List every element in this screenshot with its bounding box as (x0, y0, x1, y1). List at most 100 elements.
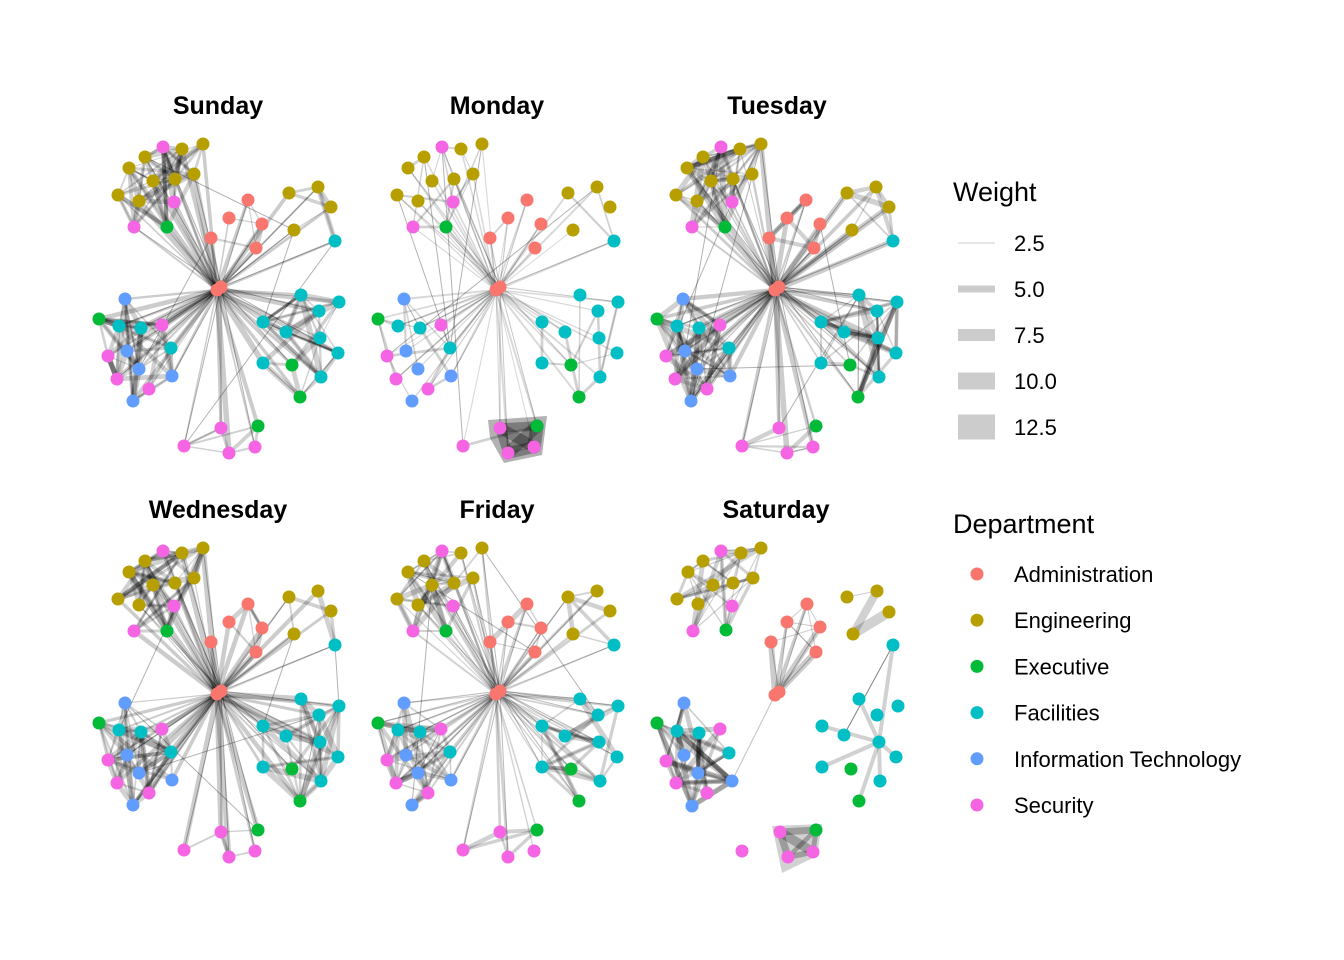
network-edge (495, 229, 574, 291)
network-edge (418, 730, 453, 782)
network-edge (690, 727, 722, 808)
network-edge (116, 727, 174, 755)
network-edge (855, 299, 900, 400)
network-edge (405, 569, 449, 634)
node-facilities (722, 341, 736, 355)
node-engineering (882, 605, 896, 619)
node-administration (241, 193, 255, 207)
node-engineering (454, 546, 468, 560)
network-edge (778, 621, 788, 693)
node-engineering (845, 223, 859, 237)
network-edge (220, 690, 256, 852)
node-engineering (146, 174, 160, 188)
weight-legend-label: 7.5 (1014, 323, 1045, 348)
network-edge (495, 223, 542, 291)
network-edge (377, 693, 497, 724)
network-edge (123, 297, 141, 371)
network-edge (449, 692, 498, 782)
network-edge (665, 347, 730, 357)
network-edge (126, 545, 206, 575)
network-edge (654, 316, 688, 354)
weight-legend-label: 5.0 (1014, 277, 1045, 302)
network-edge (499, 627, 542, 692)
network-edge (202, 547, 222, 692)
network-edge (566, 191, 616, 243)
network-edge (540, 724, 581, 803)
network-edge (843, 644, 894, 736)
node-facilities (413, 725, 427, 739)
network-edge (495, 644, 615, 695)
node-facilities (279, 325, 293, 339)
node-facilities (815, 719, 829, 733)
network-edge (577, 696, 620, 760)
node-security (110, 372, 124, 386)
node-security (659, 754, 673, 768)
node-security (155, 318, 169, 332)
network-edge (166, 630, 222, 692)
node-facilities (331, 346, 345, 360)
node-engineering (670, 592, 684, 606)
node-facilities (852, 288, 866, 302)
network-edge (131, 628, 220, 697)
node-information-technology (126, 798, 140, 812)
network-edge (856, 336, 880, 399)
node-executive (371, 716, 385, 730)
node-facilities (692, 321, 706, 335)
network-edge (139, 692, 219, 734)
node-administration (780, 615, 794, 629)
network-edge (150, 141, 206, 184)
network-edge (115, 192, 170, 230)
network-edge (760, 143, 780, 288)
network-edge (220, 186, 319, 288)
node-security (389, 372, 403, 386)
node-engineering (196, 541, 210, 555)
network-edge (772, 227, 855, 293)
network-edge (732, 178, 776, 291)
network-edge (452, 581, 498, 696)
network-edge (297, 703, 342, 804)
network-edge (215, 609, 333, 696)
network-edge (539, 739, 602, 770)
network-edge (499, 240, 615, 288)
network-edge (396, 598, 497, 695)
network-edge (214, 691, 224, 835)
network-edge (133, 178, 176, 228)
node-engineering (561, 590, 575, 604)
network-edge (773, 288, 860, 399)
node-engineering (690, 194, 704, 208)
network-edge (445, 143, 483, 228)
node-administration (222, 211, 236, 225)
network-edge (133, 226, 222, 288)
network-edge (819, 309, 879, 324)
network-edge (136, 198, 220, 293)
network-edge (494, 632, 575, 696)
network-edge (125, 346, 173, 353)
network-edge (138, 237, 212, 370)
network-edge (375, 720, 444, 732)
node-information-technology (165, 369, 179, 383)
node-engineering (401, 161, 415, 175)
network-edge (489, 641, 501, 692)
network-edge (396, 550, 443, 600)
network-edge (160, 144, 170, 230)
weight-legend-item: 12.5 (958, 414, 1057, 440)
node-security (527, 844, 541, 858)
network-edge (220, 651, 257, 692)
node-facilities (610, 346, 624, 360)
network-edge (191, 171, 220, 293)
node-security (101, 753, 115, 767)
node-engineering (287, 223, 301, 237)
network-edge (411, 177, 456, 229)
nodes (92, 137, 346, 460)
network-edge (402, 297, 408, 353)
network-edge (766, 235, 778, 293)
network-edge (261, 300, 341, 324)
department-legend-key (970, 798, 984, 812)
network-edge (773, 602, 809, 697)
network-edge (261, 724, 302, 803)
network-edge (495, 693, 543, 768)
node-engineering (287, 627, 301, 641)
network-edge (562, 712, 601, 739)
node-facilities (112, 319, 126, 333)
network-edge (284, 293, 303, 334)
